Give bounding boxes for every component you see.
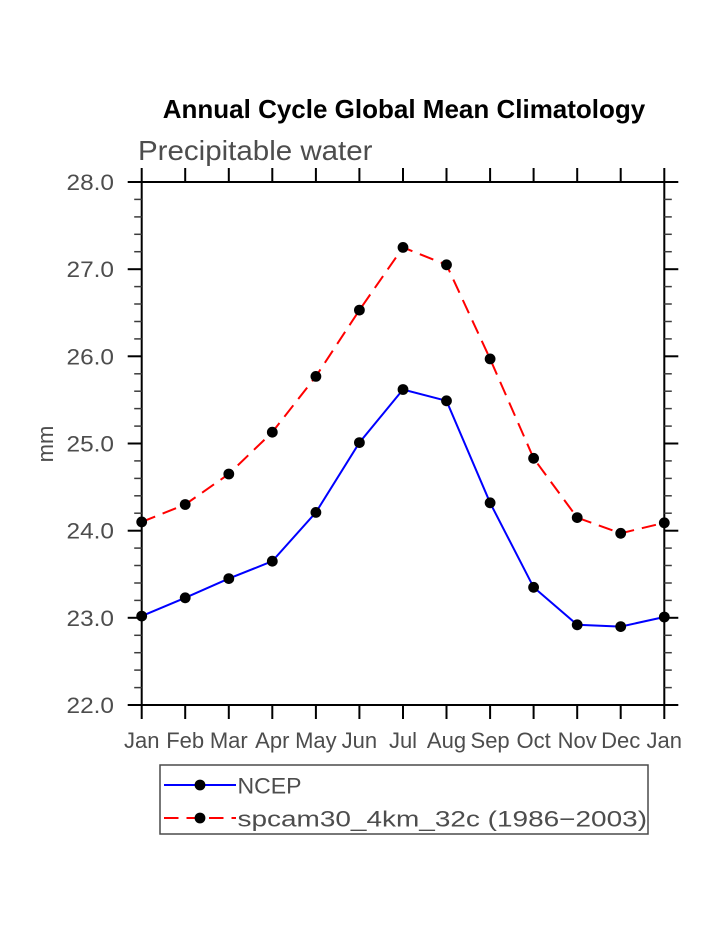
svg-text:Jan: Jan — [647, 728, 682, 753]
svg-text:mm: mm — [33, 426, 58, 463]
svg-text:Nov: Nov — [558, 728, 597, 753]
svg-text:Sep: Sep — [471, 728, 510, 753]
svg-text:Jul: Jul — [389, 728, 417, 753]
svg-text:24.0: 24.0 — [67, 519, 115, 544]
svg-text:26.0: 26.0 — [67, 344, 115, 369]
svg-text:May: May — [295, 728, 337, 753]
svg-text:Feb: Feb — [166, 728, 204, 753]
svg-text:Apr: Apr — [255, 728, 289, 753]
svg-text:Dec: Dec — [601, 728, 640, 753]
svg-text:Jan: Jan — [124, 728, 159, 753]
svg-text:25.0: 25.0 — [67, 432, 115, 457]
svg-text:27.0: 27.0 — [67, 257, 115, 282]
svg-text:Oct: Oct — [516, 728, 550, 753]
svg-text:Annual Cycle Global Mean Clima: Annual Cycle Global Mean Climatology — [163, 94, 646, 124]
svg-text:28.0: 28.0 — [67, 170, 115, 195]
svg-text:Mar: Mar — [210, 728, 248, 753]
svg-text:NCEP: NCEP — [238, 774, 302, 799]
svg-text:23.0: 23.0 — [67, 606, 115, 631]
svg-text:Jun: Jun — [342, 728, 377, 753]
svg-text:Precipitable water: Precipitable water — [138, 135, 373, 166]
svg-text:Aug: Aug — [427, 728, 466, 753]
svg-text:spcam30_4km_32c (1986−2003): spcam30_4km_32c (1986−2003) — [238, 807, 648, 832]
svg-text:22.0: 22.0 — [67, 693, 115, 718]
